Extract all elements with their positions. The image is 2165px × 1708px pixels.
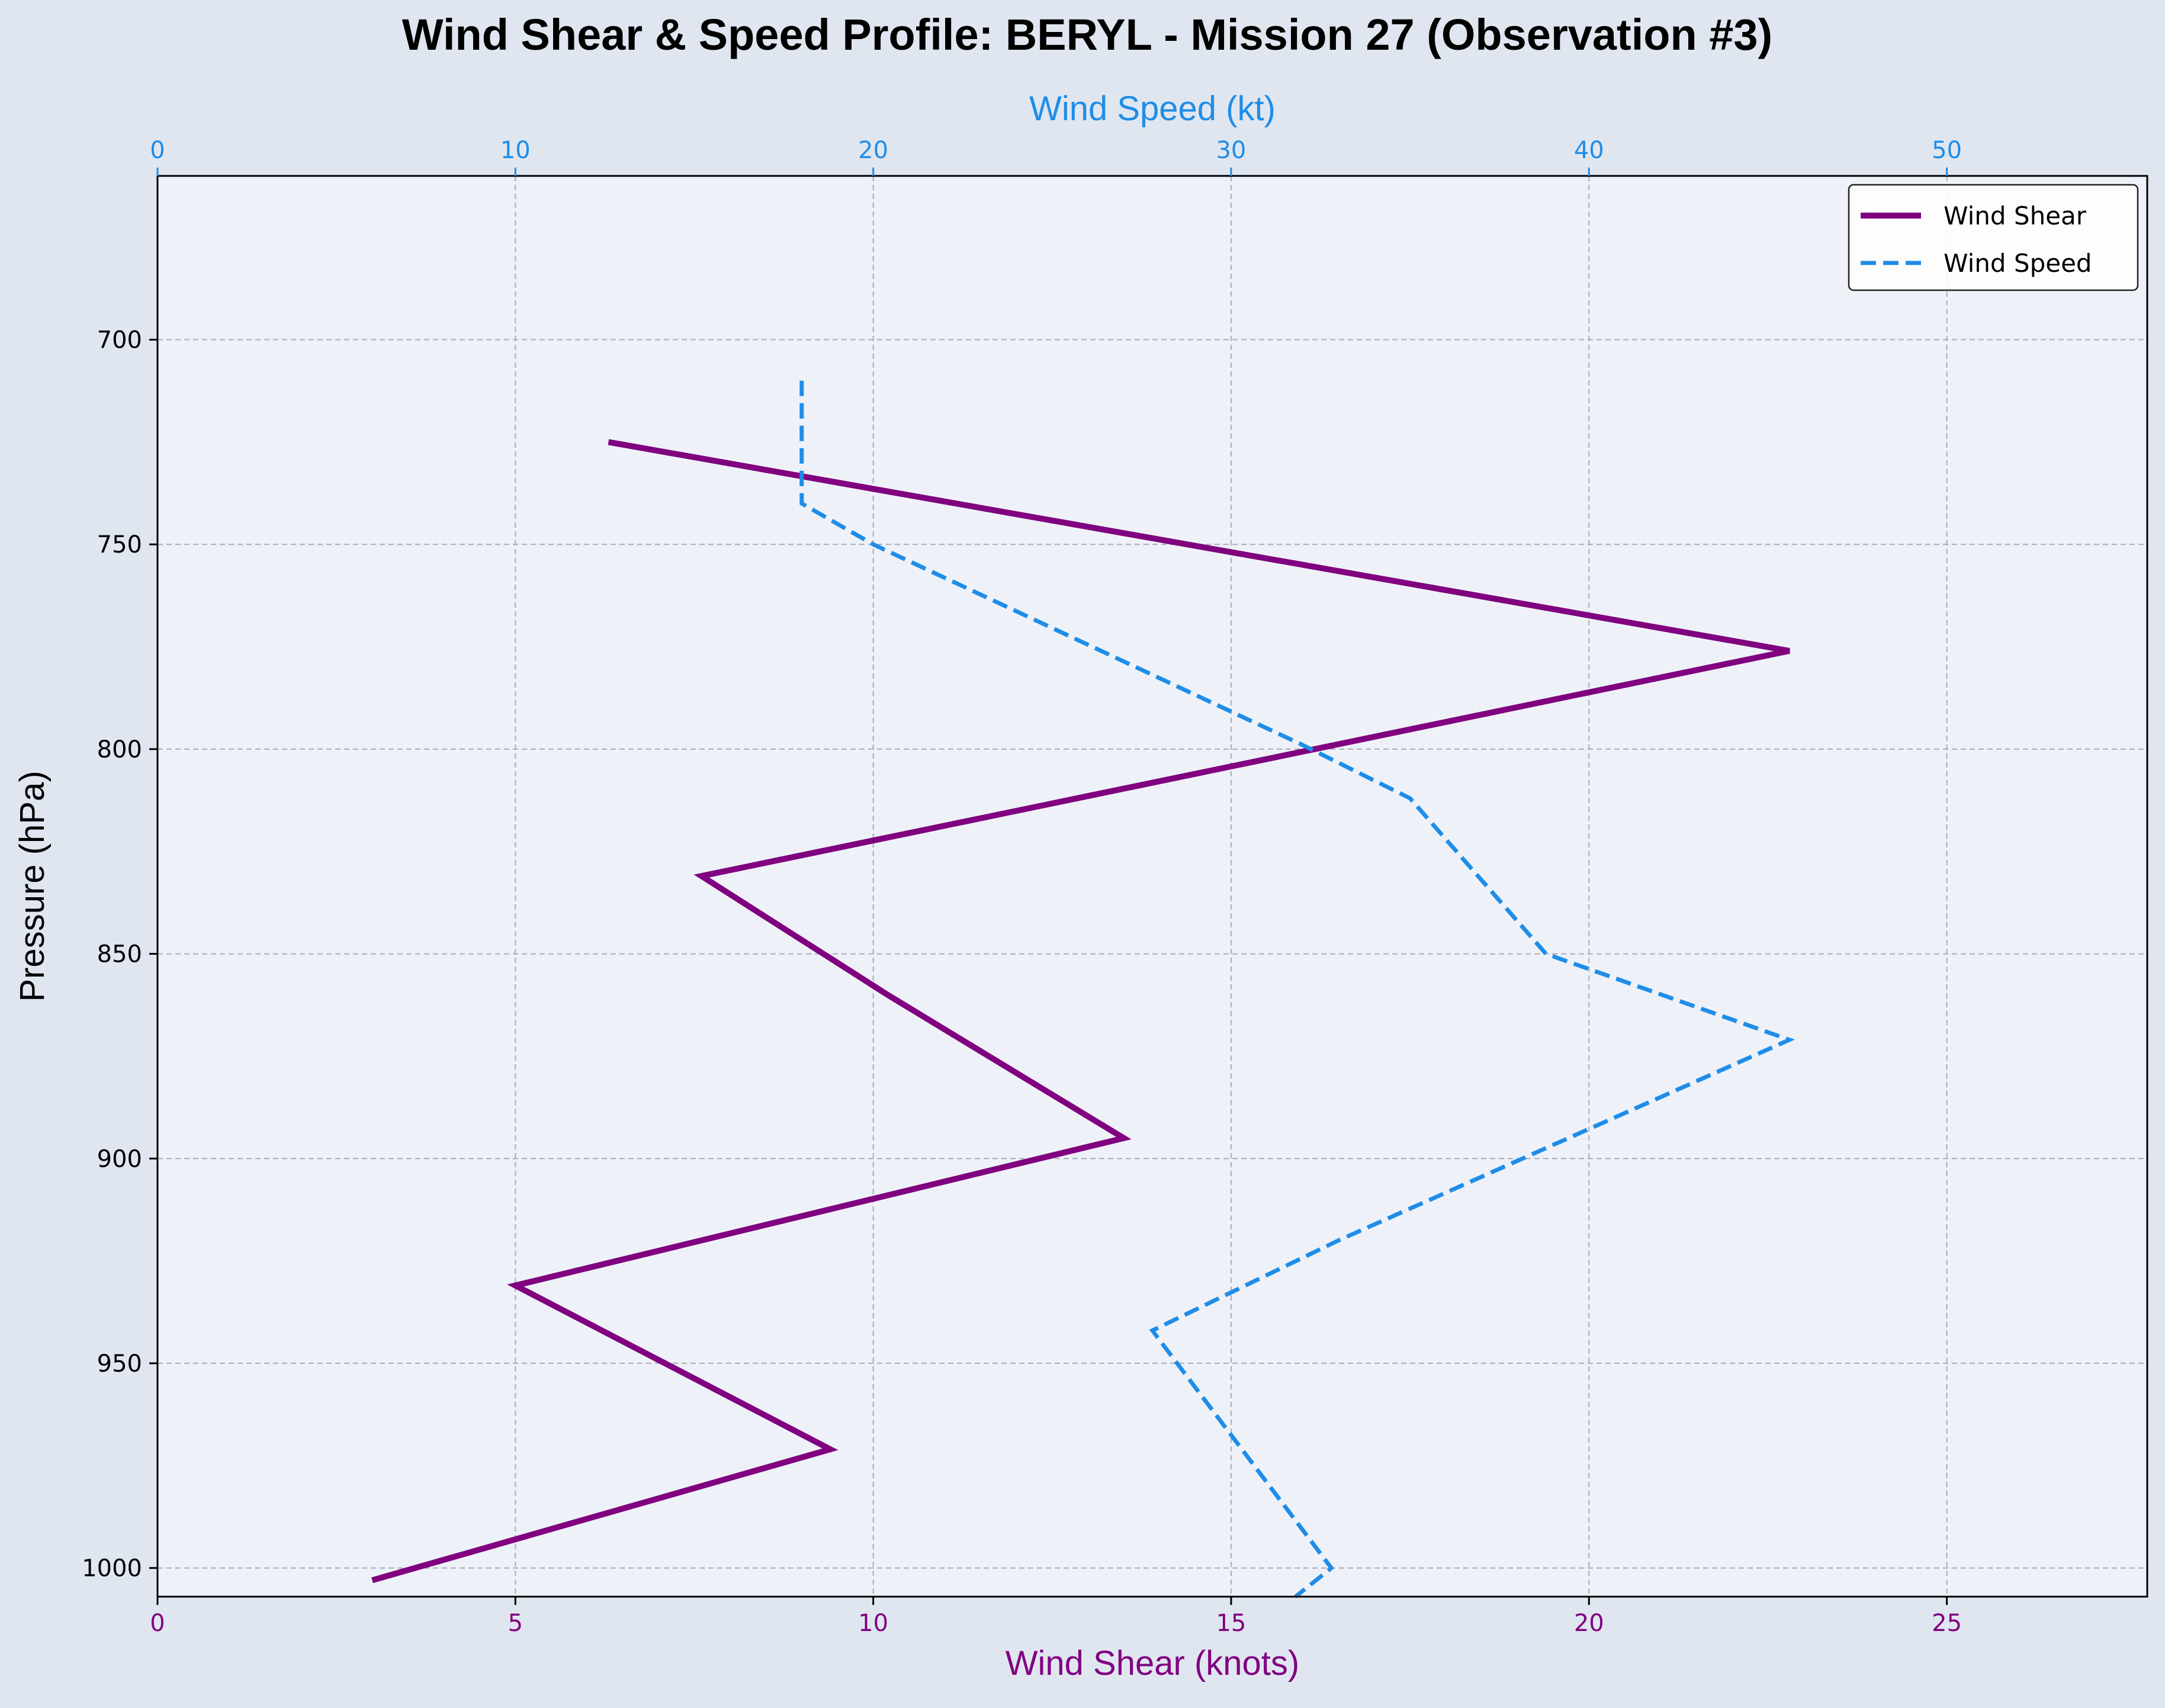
x-bottom-tick-label: 25 [1932, 1610, 1962, 1637]
grid [157, 176, 2147, 1597]
series-line-wind-shear [371, 439, 1790, 1584]
y-tick-label: 750 [97, 531, 142, 558]
x-top-tick-label: 10 [500, 137, 531, 164]
x-bottom-tick-label: 15 [1216, 1610, 1246, 1637]
x-axis-top-label: Wind Speed (kt) [1029, 89, 1276, 128]
plot-area [158, 176, 2147, 1597]
y-tick-label: 850 [97, 941, 142, 968]
legend-label: Wind Speed [1944, 249, 2092, 278]
plot-frame [156, 175, 2148, 1598]
y-tick-label: 1000 [82, 1555, 142, 1582]
x-top-tick-label: 20 [858, 137, 888, 164]
chart-title: Wind Shear & Speed Profile: BERYL - Miss… [402, 10, 1772, 59]
y-tick-label: 700 [97, 327, 142, 354]
x-bottom-tick-label: 0 [150, 1610, 165, 1637]
y-tick-label: 800 [97, 736, 142, 763]
x-top-tick-label: 50 [1932, 137, 1962, 164]
series-layer [371, 380, 1795, 1598]
x-bottom-tick-label: 10 [858, 1610, 888, 1637]
legend-label: Wind Shear [1944, 201, 2087, 230]
legend: Wind Shear Wind Speed [1848, 184, 2139, 291]
x-bottom-tick-label: 20 [1574, 1610, 1604, 1637]
x-top-tick-label: 0 [150, 137, 165, 164]
x-bottom-tick-label: 5 [508, 1610, 523, 1637]
x-top-tick-label: 30 [1216, 137, 1246, 164]
y-tick-label: 950 [97, 1350, 142, 1378]
axes: 700 750 800 850 900 950 1000 0 5 10 15 20 25 0 10 20 30 4… [82, 137, 1962, 1637]
x-top-tick-label: 40 [1574, 137, 1604, 164]
y-tick-label: 900 [97, 1145, 142, 1173]
x-axis-bottom-label: Wind Shear (knots) [1006, 1644, 1299, 1683]
y-axis-label: Pressure (hPa) [13, 770, 52, 1001]
